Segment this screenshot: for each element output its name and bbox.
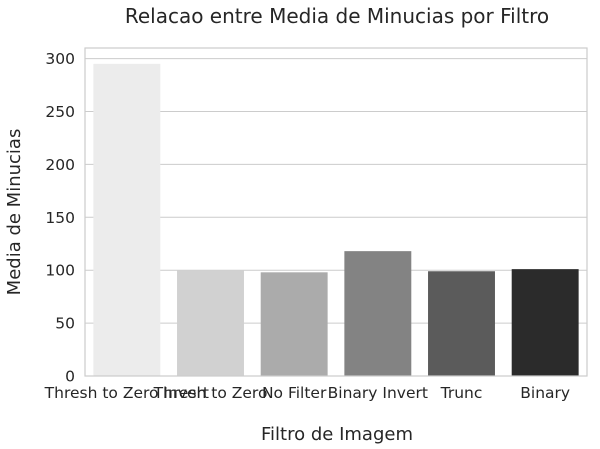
x-tick-label: Trunc bbox=[440, 384, 483, 402]
plot-frame bbox=[84, 47, 588, 377]
y-tick-label: 200 bbox=[45, 156, 75, 174]
x-tick-label: No Filter bbox=[262, 384, 327, 402]
y-axis-ticks: 0 50 100 150 200 250 300 bbox=[45, 50, 75, 385]
x-tick-label: Binary bbox=[520, 384, 570, 402]
bars bbox=[93, 63, 579, 376]
bar bbox=[260, 272, 328, 376]
x-axis-label: Filtro de Imagem bbox=[261, 424, 413, 445]
x-tick-label: Binary Invert bbox=[328, 384, 428, 402]
chart-title: Relacao entre Media de Minucias por Filt… bbox=[125, 4, 549, 28]
bar bbox=[93, 63, 161, 376]
bar bbox=[177, 270, 244, 376]
x-tick-label: Thresh to Zero bbox=[153, 384, 268, 402]
bar bbox=[511, 269, 579, 376]
y-tick-label: 300 bbox=[45, 50, 75, 68]
y-tick-label: 150 bbox=[45, 209, 75, 227]
x-tick-label: Thresh to Zero Invert bbox=[44, 384, 209, 402]
bar bbox=[428, 271, 495, 376]
y-tick-label: 100 bbox=[45, 262, 75, 280]
gridlines bbox=[85, 58, 587, 377]
y-tick-label: 250 bbox=[45, 103, 75, 121]
y-axis-label: Media de Minucias bbox=[4, 129, 25, 296]
y-tick-label: 50 bbox=[55, 315, 75, 333]
y-tick-label: 0 bbox=[65, 368, 75, 386]
bar bbox=[344, 251, 412, 376]
